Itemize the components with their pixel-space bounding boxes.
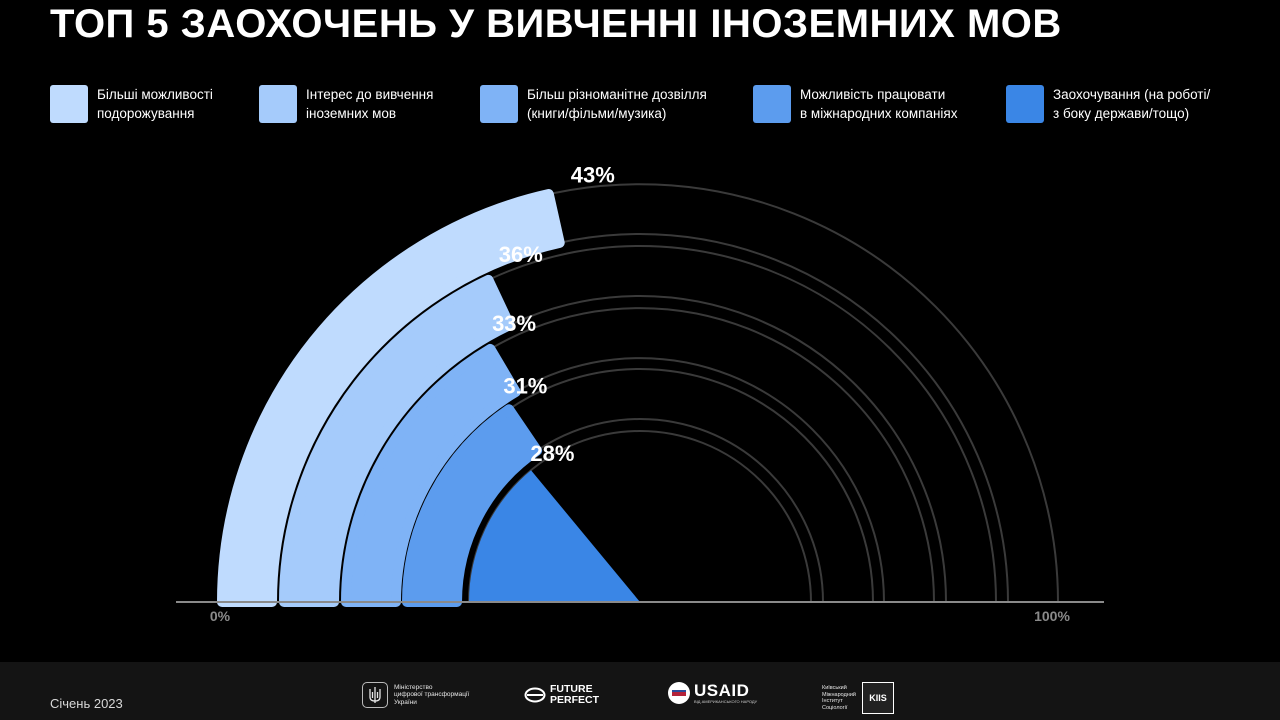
ministry-logo-line1: Міністерство	[394, 683, 433, 691]
future-perfect-logo: FUTURE PERFECT	[524, 684, 599, 706]
bar-career	[402, 404, 543, 607]
footer: Січень 2023 Міністерство цифрової трансф…	[0, 662, 1280, 720]
usaid-logo: USAID ВІД АМЕРИКАНСЬКОГО НАРОДУ	[668, 682, 757, 704]
kiis-logo-line4: Соціології	[822, 704, 848, 711]
legend-swatch-leisure	[480, 85, 518, 123]
legend-label-line2: з боку держави/тощо)	[1053, 106, 1190, 121]
footer-date: Січень 2023	[50, 696, 123, 711]
legend-label-line2: в міжнародних компаніях	[800, 106, 958, 121]
chart-value-labels: 43% 36% 33% 31% 28%	[492, 163, 615, 466]
usaid-subtitle: ВІД АМЕРИКАНСЬКОГО НАРОДУ	[694, 699, 758, 704]
legend-swatch-interest	[259, 85, 297, 123]
bar-interest	[279, 274, 515, 607]
kiis-icon: KIIS	[861, 682, 894, 714]
legend-label-line2: іноземних мов	[306, 106, 397, 121]
axis-max-label: 100%	[1034, 608, 1070, 624]
kiis-logo-line3: Інститут	[822, 698, 843, 704]
legend-item-career: Можливість працювати в міжнародних компа…	[753, 85, 957, 123]
legend-label-line2: подорожування	[97, 106, 195, 121]
axis-min-label: 0%	[210, 608, 231, 624]
chart-legend: Більші можливості подорожування Інтерес …	[50, 85, 1250, 129]
legend-label-line1: Більші можливості	[97, 87, 213, 102]
legend-label-line1: Інтерес до вивчення	[306, 87, 434, 102]
bar-leisure	[341, 343, 521, 607]
bar-travel	[217, 189, 565, 607]
legend-item-encouragement: Заохочування (на роботі/ з боку держави/…	[1006, 85, 1210, 123]
value-label-encouragement: 28%	[530, 441, 574, 466]
chart-bars	[217, 189, 640, 607]
radial-bar-chart: 43% 36% 33% 31% 28% 0% 100%	[176, 163, 1104, 624]
trident-icon	[362, 682, 388, 708]
value-label-leisure: 33%	[492, 311, 536, 336]
ff-infinity-icon	[524, 687, 546, 703]
legend-label-line1: Заохочування (на роботі/	[1053, 87, 1211, 102]
legend-swatch-travel	[50, 85, 88, 123]
value-label-career: 31%	[503, 373, 547, 398]
page-title: ТОП 5 ЗАОХОЧЕНЬ У ВИВЧЕННІ ІНОЗЕМНИХ МОВ	[50, 2, 1062, 46]
ministry-logo-line3: України	[394, 698, 417, 706]
ff-logo-line1: FUTURE	[550, 683, 593, 695]
legend-label-line1: Більш різноманітне дозвілля	[527, 87, 707, 102]
legend-item-travel: Більші можливості подорожування	[50, 85, 213, 123]
usaid-seal-icon	[668, 682, 690, 704]
kiis-logo: Київський Міжнародний Інститут Соціологі…	[822, 682, 894, 714]
legend-item-interest: Інтерес до вивчення іноземних мов	[259, 85, 433, 123]
legend-label-line1: Можливість працювати	[800, 87, 946, 102]
usaid-wordmark: USAID	[694, 681, 750, 700]
kiis-logo-line2: Міжнародний	[822, 691, 856, 698]
legend-swatch-career	[753, 85, 791, 123]
ministry-logo-line2: цифрової трансформації	[394, 691, 470, 699]
legend-label-line2: (книги/фільми/музика)	[527, 106, 667, 121]
bar-encouragement	[469, 470, 640, 602]
ministry-logo: Міністерство цифрової трансформації Укра…	[362, 682, 469, 708]
value-label-interest: 36%	[499, 242, 543, 267]
legend-item-leisure: Більш різноманітне дозвілля (книги/фільм…	[480, 85, 707, 123]
value-label-travel: 43%	[571, 163, 615, 188]
kiis-logo-line1: Київський	[822, 685, 847, 691]
legend-swatch-encouragement	[1006, 85, 1044, 123]
ff-logo-line2: PERFECT	[550, 694, 600, 706]
